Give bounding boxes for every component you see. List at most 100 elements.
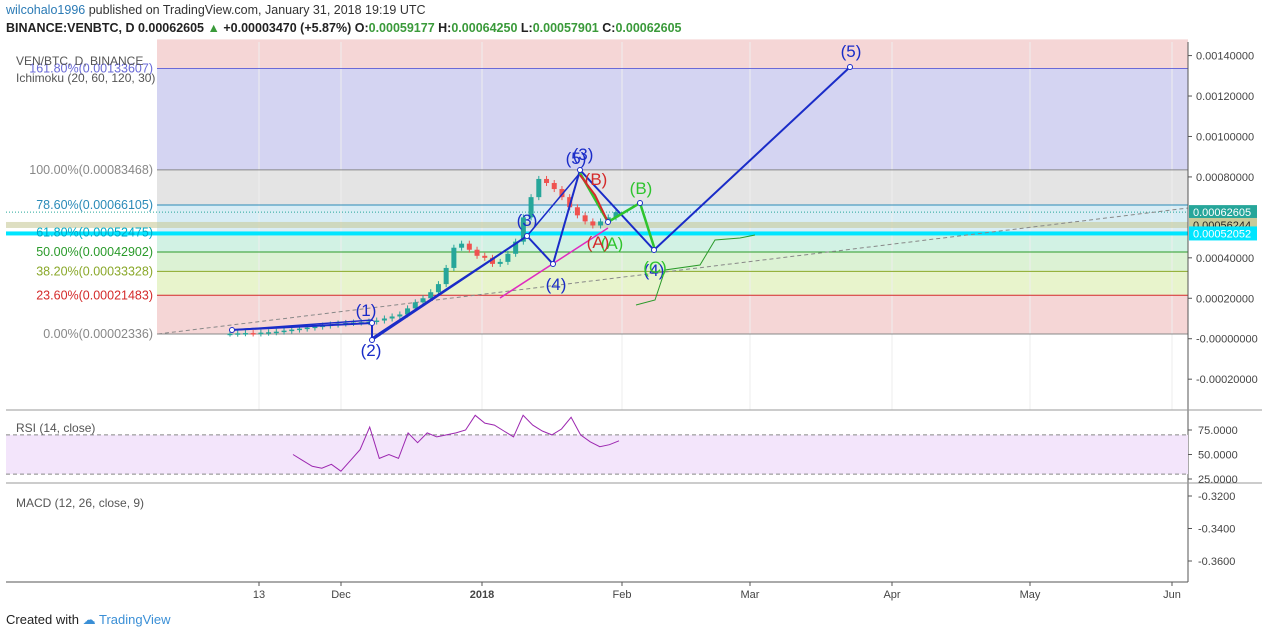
wave-label: (5) — [566, 149, 587, 168]
rsi-y-tick-label: 50.0000 — [1198, 450, 1238, 462]
wave-label: (3) — [573, 145, 594, 164]
fib-label: 100.00%(0.00083468) — [29, 163, 153, 177]
rsi-band — [6, 434, 1188, 475]
wave-label: (B) — [630, 179, 653, 198]
candle-body — [497, 261, 503, 264]
author-link[interactable]: wilcohalo1996 — [6, 3, 86, 17]
fib-label: 0.00%(0.00002336) — [43, 327, 153, 341]
x-tick-label: May — [1020, 589, 1041, 601]
candle-body — [428, 292, 434, 299]
candle-body — [536, 178, 542, 198]
chikou-span-line — [635, 234, 756, 306]
candle-body — [312, 326, 318, 329]
candle-body — [528, 197, 534, 218]
wave-node — [369, 320, 375, 326]
candle-body — [582, 215, 588, 222]
fib-label: 161.80%(0.00133607) — [29, 62, 153, 76]
wave-node — [550, 261, 556, 267]
symbol-info: BINANCE:VENBTC, D 0.00062605 ▲ +0.000034… — [6, 21, 681, 35]
wave-node — [369, 337, 375, 343]
red-wave-path — [579, 174, 609, 223]
trend-line — [157, 207, 1189, 335]
sma-band — [6, 221, 1188, 228]
wave-label: (C) — [643, 258, 667, 277]
price-badge — [1189, 226, 1257, 241]
candle-body — [250, 333, 256, 335]
fib-band-786 — [157, 205, 1188, 233]
candle-body — [489, 257, 495, 264]
candle-body — [451, 247, 457, 268]
wave-label: (3) — [517, 211, 538, 230]
candle-body — [420, 298, 426, 303]
legend-rsi: RSI (14, close) — [16, 421, 95, 435]
candle-body — [242, 333, 248, 335]
candle-body — [505, 253, 511, 262]
change-up-icon: ▲ — [207, 21, 220, 35]
wave-label: (1) — [356, 301, 377, 320]
close-value: 0.00062605 — [615, 21, 682, 35]
y-tick-label: 0.00040000 — [1196, 253, 1254, 265]
wave-node — [229, 327, 235, 333]
fib-band-50 — [157, 251, 1188, 272]
high-value: 0.00064250 — [451, 21, 518, 35]
fib-label: 23.60%(0.00021483) — [36, 288, 153, 302]
candle-body — [296, 328, 302, 331]
wave-label: (2) — [361, 341, 382, 360]
candle-body — [289, 329, 295, 332]
symbol-name: BINANCE:VENBTC, D — [6, 21, 135, 35]
y-tick-label: 0.00120000 — [1196, 91, 1254, 103]
y-tick-label: -0.00020000 — [1196, 374, 1258, 386]
low-label: L: — [520, 21, 533, 35]
x-tick-label: 13 — [253, 589, 265, 601]
publish-info: wilcohalo1996 published on TradingView.c… — [6, 3, 426, 17]
green-wave-path — [578, 172, 657, 251]
candle-body — [459, 243, 465, 248]
cyan-band — [6, 231, 1188, 236]
rsi-line — [292, 414, 620, 472]
y-tick-label: -0.00000000 — [1196, 334, 1258, 346]
fib-label: 61.80%(0.00052475) — [36, 226, 153, 240]
candle-body — [281, 330, 287, 333]
candle-body — [405, 308, 411, 315]
candle-body — [513, 241, 519, 254]
x-tick-label: Feb — [613, 589, 632, 601]
candle-body — [266, 332, 272, 334]
price-change: +0.00003470 (+5.87%) — [223, 21, 352, 35]
wave-node — [605, 219, 611, 225]
low-value: 0.00057901 — [532, 21, 599, 35]
x-tick-label: Apr — [883, 589, 900, 601]
y-tick-label: 0.00020000 — [1196, 293, 1254, 305]
wave-label: (A) — [587, 233, 610, 252]
fib-label: 50.00%(0.00042902) — [36, 245, 153, 259]
candle-body — [258, 332, 264, 335]
tradingview-link[interactable]: TradingView — [99, 612, 171, 627]
candle-body — [381, 318, 387, 321]
x-tick-label: 2018 — [470, 589, 494, 601]
legend-symbol: VEN/BTC, D, BINANCE — [16, 54, 143, 68]
candle-body — [482, 255, 488, 258]
fib-band-161 — [157, 68, 1188, 170]
legend-macd: MACD (12, 26, close, 9) — [16, 496, 144, 510]
legend-ichimoku: Ichimoku (20, 60, 120, 30) — [16, 71, 155, 85]
tradingview-cloud-icon: ☁ — [82, 612, 96, 627]
candle-body — [227, 333, 233, 336]
fib-band-382 — [157, 271, 1188, 296]
candle-body — [443, 267, 449, 285]
candle-body — [613, 212, 619, 218]
candle-body — [466, 243, 472, 250]
close-label: C: — [602, 21, 616, 35]
wave-node — [577, 167, 583, 173]
wave-node — [847, 64, 853, 70]
price-badge-label: 0.00052052 — [1193, 228, 1251, 240]
candle-body — [389, 316, 395, 319]
created-with-label: Created with — [6, 612, 79, 627]
last-price: 0.00062605 — [137, 21, 205, 35]
x-tick-label: Mar — [741, 589, 760, 601]
fib-band-100 — [157, 169, 1188, 206]
candle-body — [374, 320, 380, 323]
candle-body — [559, 189, 565, 198]
candle-body — [397, 314, 403, 317]
fib-band-top — [157, 39, 1188, 69]
candle-body — [551, 182, 557, 190]
